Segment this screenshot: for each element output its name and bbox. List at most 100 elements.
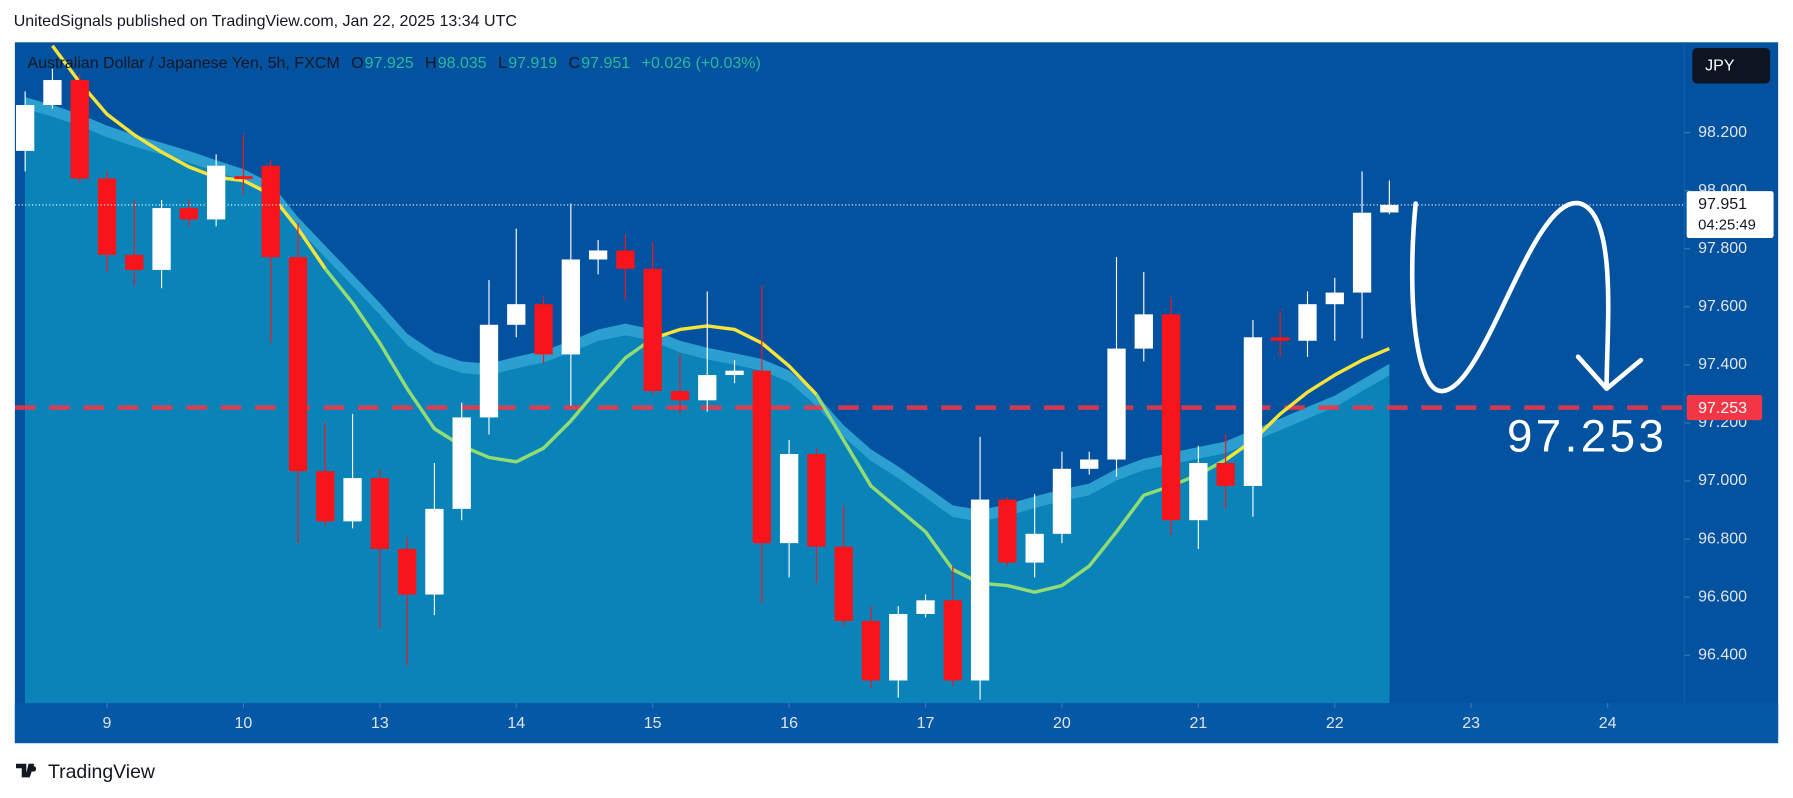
last-price-badge [1686, 191, 1774, 239]
x-axis-strip [14, 703, 1779, 744]
candle-body [234, 176, 253, 180]
candle-body [452, 417, 471, 509]
ohlc-key: L [498, 55, 507, 72]
candle-body [1134, 314, 1153, 349]
candle-body [1080, 459, 1099, 469]
x-tick-label: 10 [235, 715, 253, 732]
candle-body [206, 165, 226, 220]
y-tick-label: 96.800 [1698, 530, 1747, 547]
logo-mark [16, 763, 37, 778]
y-tick-label: 96.400 [1698, 646, 1747, 663]
target-badge [1686, 394, 1763, 421]
candle-body [943, 600, 962, 681]
candle-body [261, 165, 280, 258]
symbol-legend: Australian Dollar / Japanese Yen, 5h, FX… [27, 55, 760, 72]
y-tick-label: 97.600 [1698, 298, 1747, 315]
candle-body [1380, 204, 1399, 213]
candle-body [970, 499, 990, 681]
ohlc-value: 97.951 [581, 55, 630, 72]
candle-body [834, 546, 853, 621]
candle-body [16, 105, 35, 151]
x-tick-label: 15 [644, 715, 662, 732]
candle-body [397, 548, 417, 595]
x-tick-label: 24 [1599, 715, 1617, 732]
ohlc-value: 97.919 [508, 55, 557, 72]
candle-body [1189, 462, 1208, 521]
moving-average [652, 324, 818, 396]
x-tick-label: 21 [1189, 715, 1207, 732]
currency-label[interactable]: JPY [1705, 58, 1735, 75]
x-tick-label: 16 [780, 715, 798, 732]
candle-body [97, 178, 117, 255]
y-tick-label: 97.000 [1698, 472, 1747, 489]
candle-body [343, 478, 362, 522]
candle-body [998, 499, 1017, 563]
y-tick-label: 97.800 [1698, 240, 1747, 257]
candle-body [1298, 304, 1317, 341]
candle-body [1325, 292, 1344, 305]
moving-average [323, 267, 654, 464]
currency-button[interactable] [1692, 48, 1771, 84]
ohlc-key: C [569, 55, 581, 72]
candle-body [1161, 314, 1181, 521]
target-annotation: 97.253 [1507, 411, 1667, 462]
ohlc-value: 98.035 [438, 55, 487, 72]
candle-body [561, 259, 580, 355]
candle-body [752, 370, 771, 544]
target-label: 97.253 [1698, 400, 1747, 417]
axes: 98.20098.00097.80097.60097.40097.20097.0… [103, 124, 1774, 732]
candle-body [725, 370, 744, 376]
candle-body [70, 80, 89, 179]
candle-body [1216, 462, 1235, 486]
candle-body [807, 453, 826, 547]
candle-body [316, 471, 335, 522]
price-change: +0.026 (+0.03%) [642, 55, 761, 72]
x-tick-label: 22 [1326, 715, 1344, 732]
candle-body [179, 208, 199, 220]
candle-body [370, 478, 389, 549]
plot-area [14, 44, 1685, 704]
candle-body [861, 620, 881, 681]
candle-body [1025, 533, 1044, 563]
candle-body [479, 324, 499, 418]
candle-body [1271, 337, 1290, 341]
x-tick-label: 13 [371, 715, 389, 732]
forecast-arrow [1409, 201, 1611, 394]
symbol-title: Australian Dollar / Japanese Yen, 5h, FX… [27, 55, 339, 72]
candle-body [1352, 212, 1372, 293]
candle-body [425, 508, 444, 595]
candle-body [1052, 468, 1072, 534]
x-tick-label: 17 [917, 715, 935, 732]
candle-body [1243, 337, 1263, 486]
logo-text: TradingView [48, 761, 156, 783]
x-tick-label: 20 [1053, 715, 1071, 732]
x-tick-label: 23 [1462, 715, 1480, 732]
ohlc-key: H [425, 55, 437, 72]
candle-body [698, 375, 717, 401]
arrow-head [1575, 354, 1644, 391]
y-tick-label: 97.400 [1698, 356, 1747, 373]
countdown: 04:25:49 [1698, 217, 1756, 233]
candle-body [534, 304, 553, 355]
candle-body [152, 208, 171, 270]
candle-body [670, 390, 690, 401]
ohlc-value: 97.925 [365, 55, 414, 72]
y-tick-label: 98.200 [1698, 124, 1747, 141]
candle-body [125, 254, 144, 270]
x-tick-label: 14 [507, 715, 525, 732]
candle-body [507, 304, 526, 325]
candle-body [588, 250, 608, 260]
candle-body [779, 453, 799, 544]
candle-body [616, 250, 635, 269]
candle-body [288, 257, 308, 472]
tradingview-logo: TradingView [16, 761, 156, 783]
y-tick-label: 96.600 [1698, 588, 1747, 605]
candle-body [916, 600, 935, 614]
last-price-label: 97.951 [1698, 196, 1747, 213]
candle-body [889, 613, 908, 681]
candle-body [643, 268, 662, 391]
x-tick-label: 9 [103, 715, 112, 732]
moving-average [814, 393, 1227, 594]
candle-body [1107, 348, 1126, 460]
